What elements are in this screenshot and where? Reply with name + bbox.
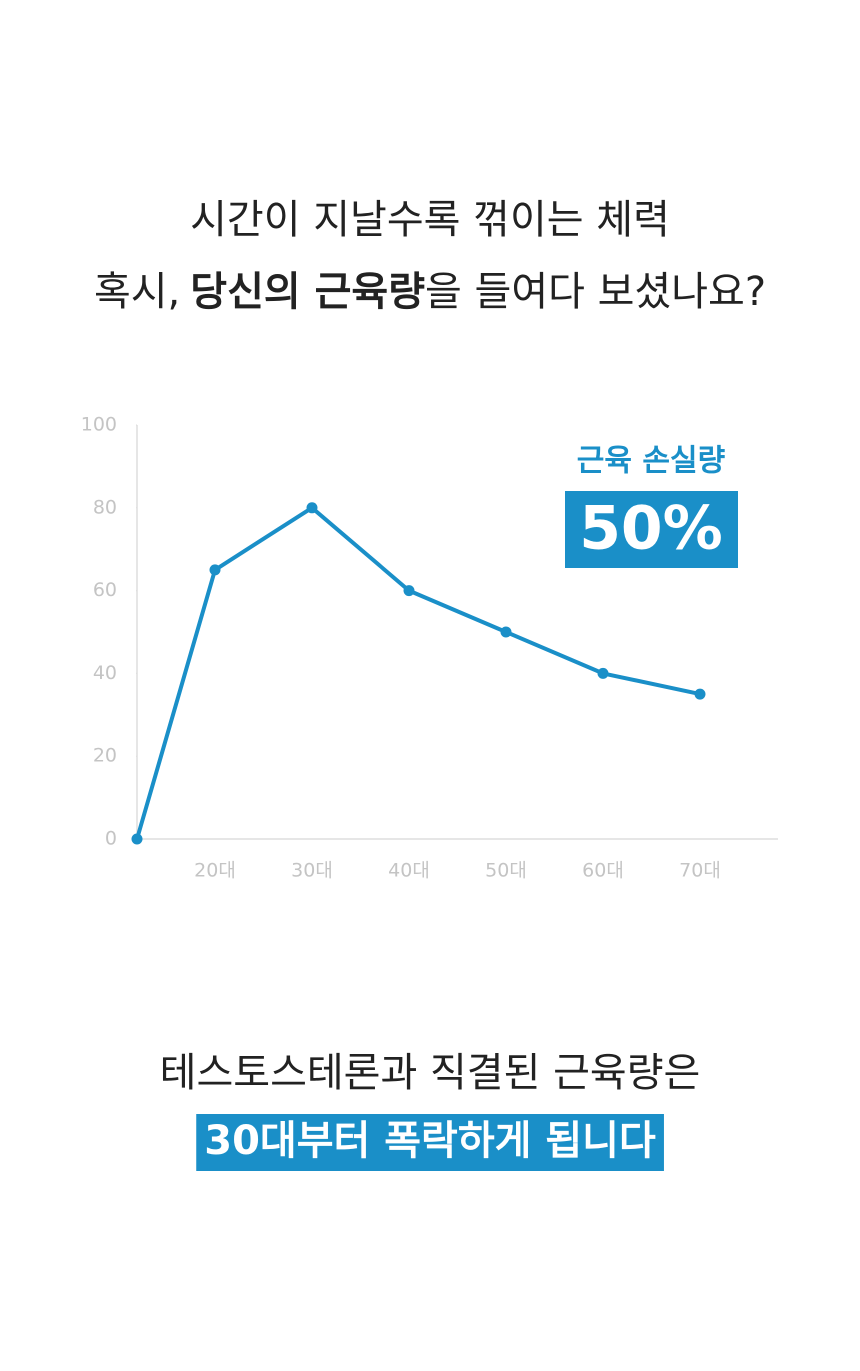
data-point xyxy=(597,667,609,679)
x-tick-label: 70대 xyxy=(679,860,721,882)
data-point xyxy=(209,564,221,576)
y-tick-label: 80 xyxy=(93,496,117,518)
footer-line1: 테스토스테론과 직결된 근육량은 xyxy=(160,1050,701,1096)
x-tick-label: 60대 xyxy=(582,860,624,882)
x-tick-label: 20대 xyxy=(194,860,236,882)
data-point xyxy=(131,833,143,845)
data-point xyxy=(500,626,512,638)
data-point xyxy=(694,688,706,700)
x-tick-label: 50대 xyxy=(485,860,527,882)
x-tick-label: 40대 xyxy=(388,860,430,882)
headline-part: 혹시, xyxy=(94,269,180,315)
footer-highlight-box xyxy=(196,1114,664,1171)
headline-emphasis: 당신의 근육량 xyxy=(190,269,425,315)
y-tick-label: 60 xyxy=(93,579,117,601)
annotation-value: 50% xyxy=(579,494,723,564)
annotation-label: 근육 손실량 xyxy=(577,444,726,479)
footer-highlight: 30대부터 폭락하게 됩니다 xyxy=(204,1118,656,1164)
y-tick-label: 100 xyxy=(81,414,117,436)
y-tick-label: 40 xyxy=(93,662,117,684)
y-tick-label: 20 xyxy=(93,745,117,767)
data-point xyxy=(306,502,318,514)
x-tick-label: 30대 xyxy=(291,860,333,882)
headline-line2: 혹시, 당신의 근육량을 들여다 보셨나요? xyxy=(94,269,766,315)
headline-line1: 시간이 지날수록 꺾이는 체력 xyxy=(190,197,670,243)
data-point xyxy=(403,585,415,597)
annotation-box xyxy=(565,491,738,568)
y-tick-label: 0 xyxy=(105,828,117,850)
headline-part: 을 들여다 보셨나요? xyxy=(425,269,766,315)
